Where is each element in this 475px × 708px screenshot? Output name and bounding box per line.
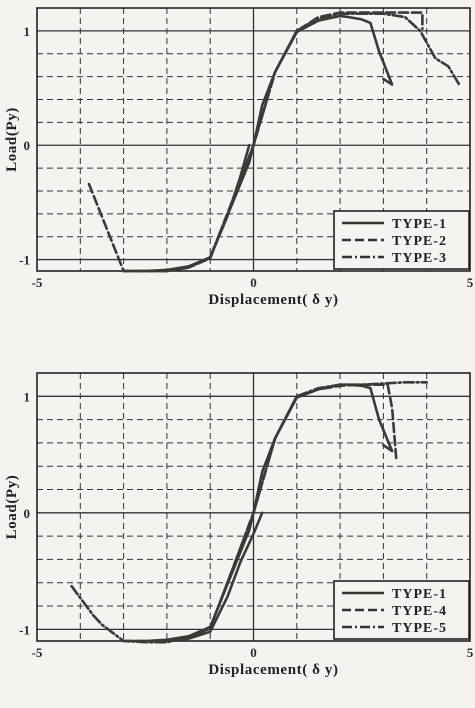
y-tick-label: 1 [24, 389, 31, 404]
y-tick-label: 0 [24, 138, 31, 153]
chart-bottom: -5 0 5 1 0 -1 Displacement( δ y) Load(Py… [4, 372, 474, 678]
legend: TYPE-1 TYPE-4 TYPE-5 [333, 580, 470, 640]
x-tick-label: -5 [32, 645, 43, 660]
series-line-type-3 [122, 12, 461, 273]
y-tick-label: -1 [19, 622, 30, 637]
plot-frame [36, 372, 471, 642]
series-layer [70, 380, 429, 644]
tick-labels: -5 0 5 1 0 -1 [19, 24, 474, 290]
x-tick-label: 0 [250, 275, 257, 290]
x-tick-label: 0 [250, 645, 257, 660]
legend-label-type-2: TYPE-2 [392, 234, 447, 249]
x-axis-label: Displacement( δ y) [208, 292, 338, 308]
y-axis-label: Load(Py) [4, 107, 20, 172]
chart-top: -5 0 5 1 0 -1 Displacement( δ y) Load(Py… [4, 7, 474, 308]
series-line-type-5 [70, 380, 429, 644]
series-layer [87, 11, 461, 273]
y-tick-label: -1 [19, 253, 30, 268]
tick-labels: -5 0 5 1 0 -1 [19, 389, 474, 660]
x-axis-label: Displacement( δ y) [208, 662, 338, 678]
legend-label-type-1: TYPE-1 [392, 587, 447, 602]
legend-label-type-1: TYPE-1 [392, 217, 447, 232]
legend-label-type-5: TYPE-5 [392, 621, 447, 636]
plot-frame [36, 7, 471, 272]
y-tick-label: 1 [24, 24, 31, 39]
legend-label-type-4: TYPE-4 [392, 604, 447, 619]
legend-label-type-3: TYPE-3 [392, 251, 447, 266]
y-tick-label: 0 [24, 506, 31, 521]
x-tick-label: 5 [467, 645, 474, 660]
legend: TYPE-1 TYPE-2 TYPE-3 [333, 210, 470, 270]
grid [37, 8, 470, 271]
y-axis-label: Load(Py) [4, 475, 20, 540]
x-tick-label: -5 [32, 275, 43, 290]
x-tick-label: 5 [467, 275, 474, 290]
